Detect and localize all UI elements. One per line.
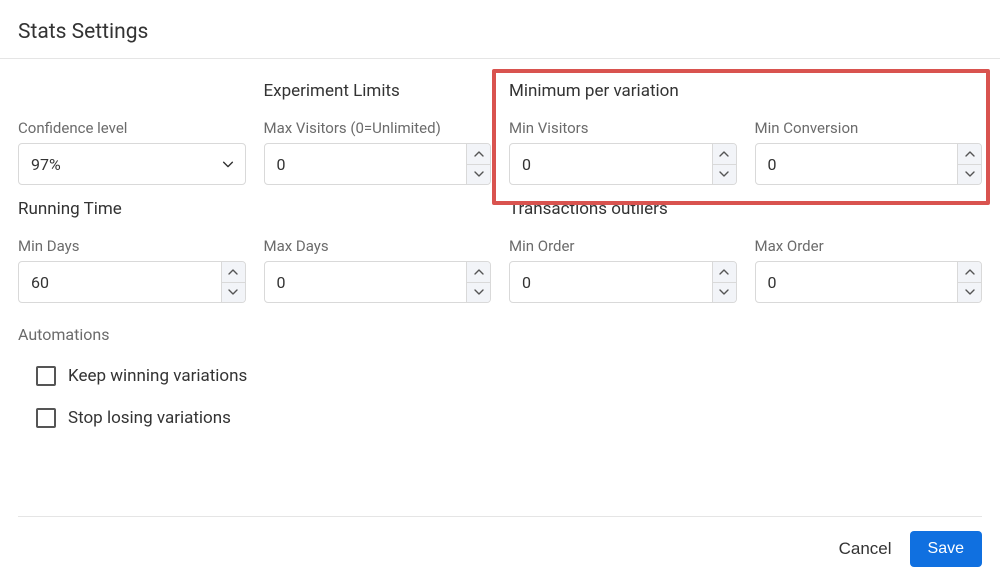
stepper-up-icon[interactable] xyxy=(222,262,245,283)
confidence-value: 97% xyxy=(19,144,211,184)
max-order-value: 0 xyxy=(756,262,958,302)
section-automations: Automations xyxy=(18,325,982,344)
label-max-days: Max Days xyxy=(264,237,492,255)
min-conversion-stepper[interactable]: 0 xyxy=(755,143,983,185)
stepper-down-icon[interactable] xyxy=(958,283,981,303)
label-max-order: Max Order xyxy=(755,237,983,255)
cancel-button[interactable]: Cancel xyxy=(839,539,892,559)
min-visitors-value: 0 xyxy=(510,144,712,184)
divider xyxy=(0,58,1000,59)
label-keep-winning: Keep winning variations xyxy=(68,366,247,386)
min-days-stepper[interactable]: 60 xyxy=(18,261,246,303)
stepper-up-icon[interactable] xyxy=(467,262,490,283)
min-order-value: 0 xyxy=(510,262,712,302)
stepper-down-icon[interactable] xyxy=(958,165,981,185)
stepper-down-icon[interactable] xyxy=(713,283,736,303)
stepper-up-icon[interactable] xyxy=(713,144,736,165)
stepper-up-icon[interactable] xyxy=(713,262,736,283)
label-confidence: Confidence level xyxy=(18,119,246,137)
label-min-conversion: Min Conversion xyxy=(755,119,983,137)
stepper-down-icon[interactable] xyxy=(467,165,490,185)
max-days-stepper[interactable]: 0 xyxy=(264,261,492,303)
stepper-up-icon[interactable] xyxy=(958,144,981,165)
stepper-up-icon[interactable] xyxy=(958,262,981,283)
min-visitors-stepper[interactable]: 0 xyxy=(509,143,737,185)
divider xyxy=(18,516,982,517)
section-min-per-variation: Minimum per variation xyxy=(509,81,737,101)
save-button[interactable]: Save xyxy=(910,531,982,567)
max-visitors-stepper[interactable]: 0 xyxy=(264,143,492,185)
min-conversion-value: 0 xyxy=(756,144,958,184)
chevron-down-icon xyxy=(211,144,245,184)
confidence-select[interactable]: 97% xyxy=(18,143,246,185)
section-outliers: Transactions outliers xyxy=(509,199,737,219)
stepper-down-icon[interactable] xyxy=(467,283,490,303)
min-days-value: 60 xyxy=(19,262,221,302)
label-min-days: Min Days xyxy=(18,237,246,255)
section-running-time: Running Time xyxy=(18,199,246,219)
section-experiment-limits: Experiment Limits xyxy=(264,81,492,101)
max-days-value: 0 xyxy=(265,262,467,302)
label-max-visitors: Max Visitors (0=Unlimited) xyxy=(264,119,492,137)
stepper-up-icon[interactable] xyxy=(467,144,490,165)
checkbox-stop-losing[interactable] xyxy=(36,408,56,428)
stepper-down-icon[interactable] xyxy=(713,165,736,185)
min-order-stepper[interactable]: 0 xyxy=(509,261,737,303)
label-min-visitors: Min Visitors xyxy=(509,119,737,137)
label-stop-losing: Stop losing variations xyxy=(68,408,231,428)
checkbox-keep-winning[interactable] xyxy=(36,366,56,386)
page-title: Stats Settings xyxy=(18,20,982,44)
label-min-order: Min Order xyxy=(509,237,737,255)
stepper-down-icon[interactable] xyxy=(222,283,245,303)
max-order-stepper[interactable]: 0 xyxy=(755,261,983,303)
max-visitors-value: 0 xyxy=(265,144,467,184)
